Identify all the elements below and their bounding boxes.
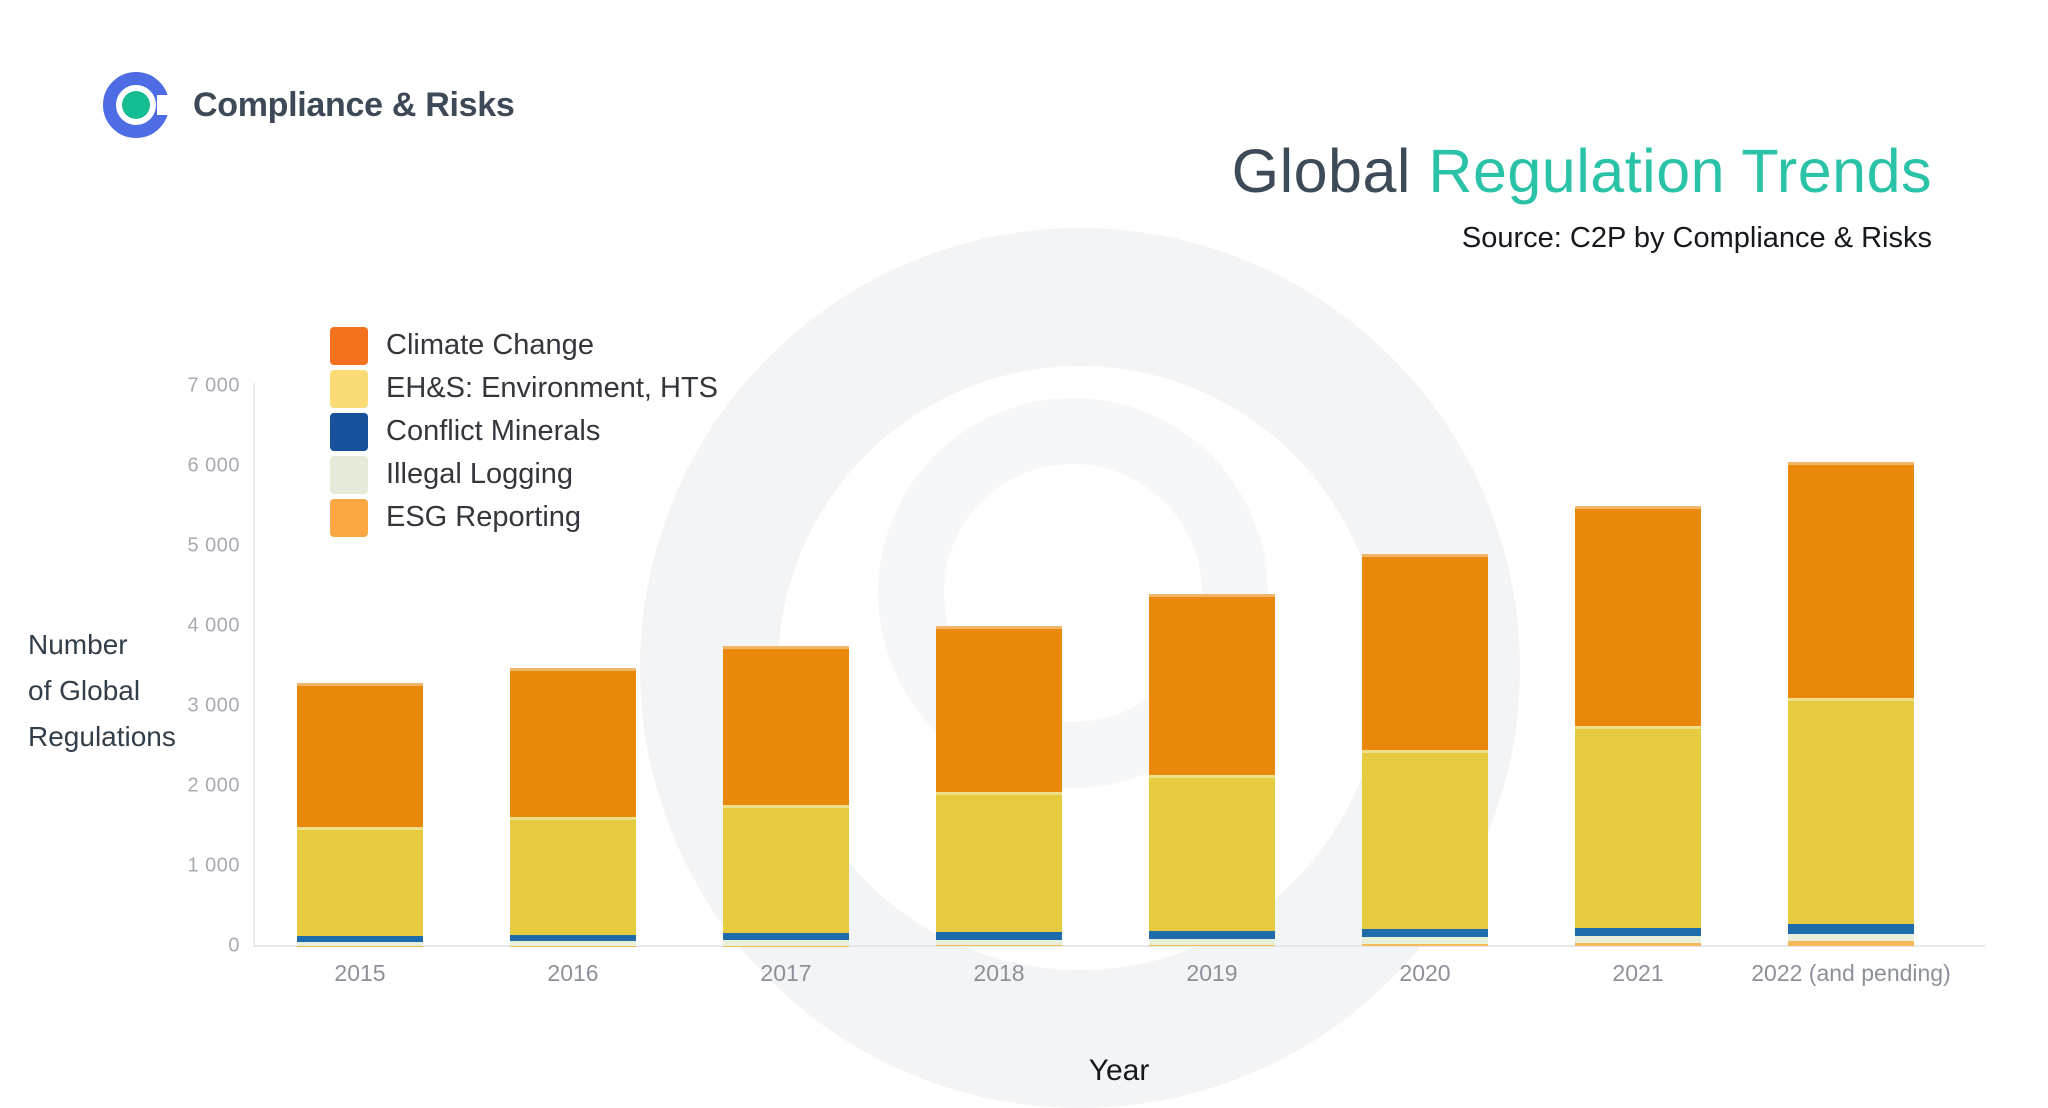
bar-segment-climate-change	[1575, 506, 1701, 726]
y-tick-label: 1 000	[187, 854, 240, 877]
bar-segment-ehs-environment	[936, 792, 1062, 933]
bar-segment-ehs-environment	[1149, 774, 1275, 932]
x-axis-baseline	[253, 945, 1985, 947]
legend-swatch-illegal-logging	[330, 455, 368, 494]
x-tick-label: 2021	[1612, 960, 1664, 986]
legend-item-ehs-environment: EH&S: Environment, HTS	[330, 367, 718, 410]
y-tick-label: 2 000	[187, 774, 240, 797]
bar-segment-ehs-environment	[1362, 750, 1488, 929]
stacked-bar-2018	[936, 626, 1062, 946]
bar-segment-esg-reporting	[1149, 945, 1275, 946]
stacked-bar-2015	[297, 682, 423, 946]
legend-item-conflict-minerals: Conflict Minerals	[330, 410, 718, 453]
bar-segment-illegal-logging	[1362, 936, 1488, 944]
y-axis-line	[253, 383, 255, 946]
x-tick-label: 2020	[1399, 960, 1451, 986]
bar-segment-illegal-logging	[1575, 936, 1701, 943]
legend-swatch-conflict-minerals	[330, 412, 368, 451]
bar-segment-illegal-logging	[936, 939, 1062, 946]
bar-segment-esg-reporting	[1575, 942, 1701, 946]
stacked-bar-2017	[723, 646, 849, 946]
bar-segment-ehs-environment	[723, 804, 849, 933]
bar-segment-illegal-logging	[723, 940, 849, 946]
bar-segment-climate-change	[510, 668, 636, 817]
legend-swatch-climate-change	[330, 326, 368, 365]
bar-segment-conflict-minerals	[510, 934, 636, 942]
bar-segment-climate-change	[297, 682, 423, 827]
logo-dot-shape	[122, 91, 150, 119]
y-tick-label: 7 000	[187, 374, 240, 397]
stacked-bar-2022	[1788, 462, 1914, 946]
plot-area	[253, 386, 1985, 946]
x-tick-label: 2018	[973, 960, 1025, 986]
bar-segment-climate-change	[1362, 554, 1488, 750]
brand-header: Compliance & Risks	[103, 72, 515, 138]
logo-ring-gap	[157, 95, 172, 115]
x-axis-title: Year	[1088, 1054, 1150, 1087]
legend-label: Conflict Minerals	[386, 415, 601, 447]
legend-swatch-esg-reporting	[330, 498, 368, 537]
legend-item-climate-change: Climate Change	[330, 324, 718, 367]
x-tick-label: 2019	[1186, 960, 1238, 986]
title-block: Global Regulation Trends Source: C2P by …	[1232, 136, 1932, 255]
bar-segment-illegal-logging	[1149, 938, 1275, 946]
bar-segment-conflict-minerals	[297, 936, 423, 942]
legend-label: Illegal Logging	[386, 458, 574, 490]
bar-segment-conflict-minerals	[1788, 923, 1914, 934]
x-axis-labels: 2015 2016 2017 2018 2019 2020 2021 2022 (and pe…	[253, 960, 1985, 1000]
bar-segment-climate-change	[1149, 594, 1275, 775]
bar-segment-illegal-logging	[297, 942, 423, 946]
stacked-bar-2016	[510, 668, 636, 946]
y-tick-label: 5 000	[187, 534, 240, 557]
legend-swatch-ehs-environment	[330, 369, 368, 408]
x-tick-label: 2017	[760, 960, 812, 986]
legend-label: Climate Change	[386, 329, 594, 361]
bar-segment-climate-change	[936, 626, 1062, 792]
legend-item-illegal-logging: Illegal Logging	[330, 453, 718, 496]
compliance-risks-logo-icon	[103, 72, 172, 138]
bar-segment-conflict-minerals	[1362, 928, 1488, 937]
y-axis-title-line: Number	[28, 629, 128, 660]
bar-segment-esg-reporting	[1362, 943, 1488, 946]
y-axis-title-line: of Global	[28, 675, 141, 706]
bar-segment-esg-reporting	[1788, 941, 1914, 946]
title-highlight: Regulation Trends	[1428, 137, 1932, 205]
stacked-bar-2020	[1362, 554, 1488, 946]
bar-segment-illegal-logging	[1788, 934, 1914, 942]
bar-segment-conflict-minerals	[1575, 927, 1701, 936]
y-tick-label: 0	[228, 934, 240, 957]
source-line: Source: C2P by Compliance & Risks	[1461, 222, 1932, 254]
x-tick-label: 2015	[334, 960, 386, 986]
bar-segment-conflict-minerals	[1149, 931, 1275, 939]
stacked-bar-2021	[1575, 506, 1701, 946]
stacked-bar-2019	[1149, 594, 1275, 946]
y-axis-title-line: Regulations	[28, 721, 176, 752]
title-prefix: Global	[1231, 137, 1429, 205]
brand-name: Compliance & Risks	[193, 85, 515, 124]
bar-segment-illegal-logging	[510, 941, 636, 946]
x-tick-label: 2016	[547, 960, 599, 986]
page-title: Global Regulation Trends	[1232, 136, 1932, 206]
bar-segment-ehs-environment	[297, 826, 423, 936]
bar-segment-ehs-environment	[1788, 698, 1914, 924]
bar-segment-esg-reporting	[936, 945, 1062, 946]
bar-segment-conflict-minerals	[936, 932, 1062, 940]
legend-item-esg-reporting: ESG Reporting	[330, 496, 718, 539]
x-tick-label: 2022 (and pending)	[1751, 960, 1951, 986]
bar-segment-climate-change	[723, 646, 849, 805]
bar-segment-conflict-minerals	[723, 932, 849, 940]
bar-segment-ehs-environment	[510, 816, 636, 935]
bar-segment-climate-change	[1788, 462, 1914, 698]
y-tick-label: 3 000	[187, 694, 240, 717]
legend-label: EH&S: Environment, HTS	[386, 372, 718, 404]
chart-legend: Climate Change EH&S: Environment, HTS Conf…	[330, 324, 718, 539]
y-tick-label: 6 000	[187, 454, 240, 477]
y-axis-title: Number of Global Regulations	[28, 622, 176, 760]
y-tick-label: 4 000	[187, 614, 240, 637]
legend-label: ESG Reporting	[386, 501, 582, 533]
bar-segment-ehs-environment	[1575, 726, 1701, 928]
